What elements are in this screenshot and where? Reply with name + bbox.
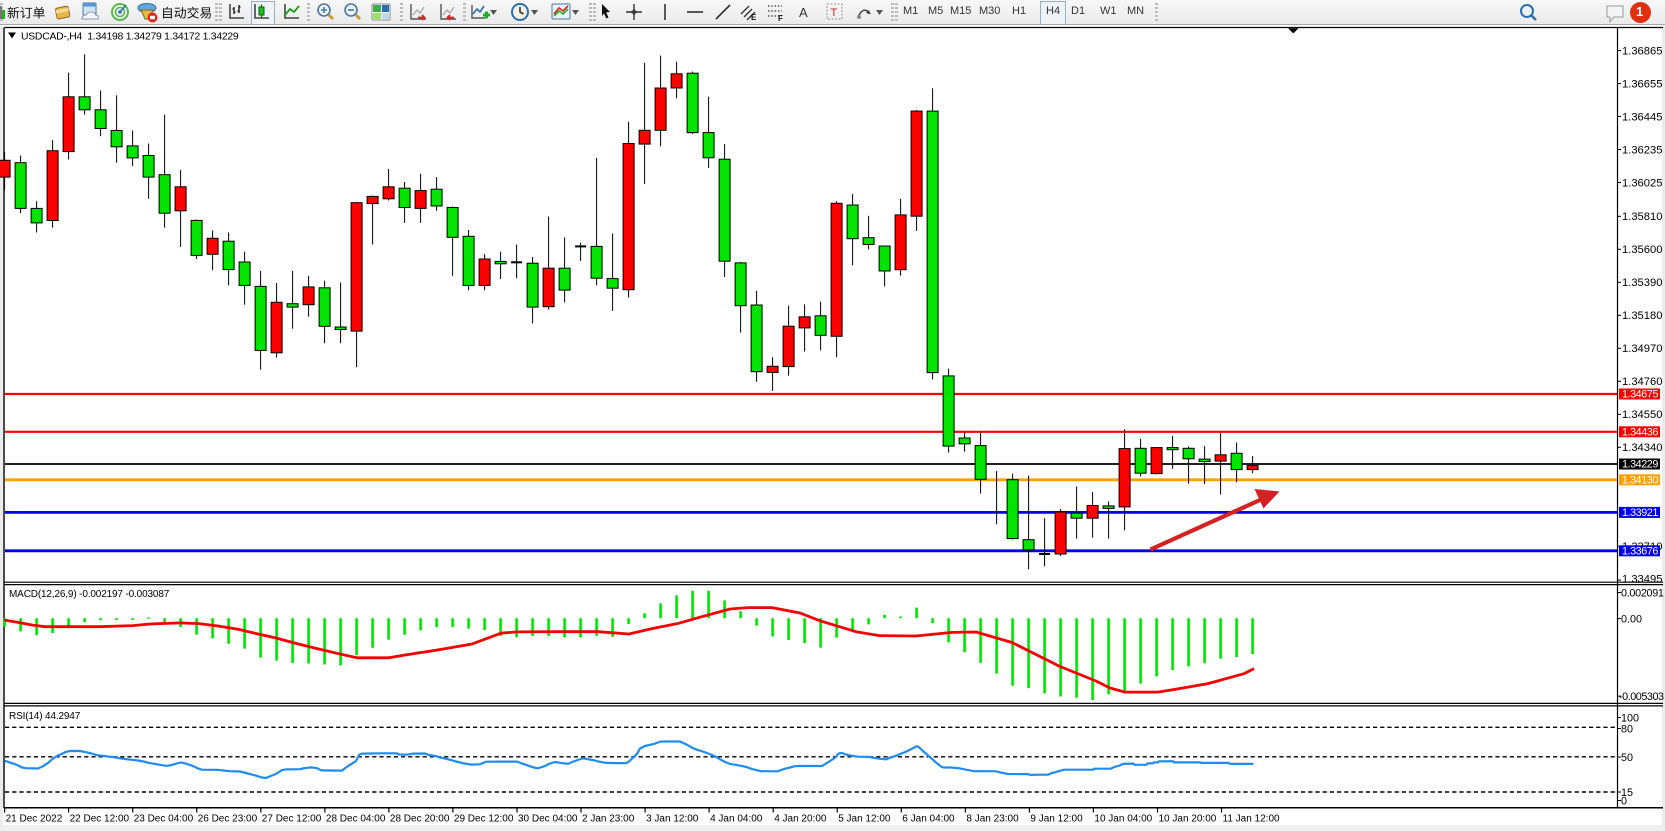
svg-text:1.35180: 1.35180 (1622, 310, 1662, 322)
svg-text:4 Jan 04:00: 4 Jan 04:00 (710, 814, 763, 825)
svg-text:22 Dec 12:00: 22 Dec 12:00 (70, 814, 130, 825)
svg-text:1.34340: 1.34340 (1622, 442, 1662, 454)
svg-text:E: E (751, 13, 757, 21)
svg-text:1.36025: 1.36025 (1622, 177, 1662, 189)
svg-text:0.002091: 0.002091 (1621, 587, 1664, 599)
svg-text:30 Dec 04:00: 30 Dec 04:00 (518, 814, 578, 825)
svg-text:26 Dec 23:00: 26 Dec 23:00 (198, 814, 258, 825)
svg-text:5 Jan 12:00: 5 Jan 12:00 (838, 814, 891, 825)
svg-text:1.36235: 1.36235 (1622, 144, 1662, 156)
svg-text:0.00: 0.00 (1621, 614, 1642, 626)
svg-text:27 Dec 12:00: 27 Dec 12:00 (262, 814, 322, 825)
svg-text:100: 100 (1621, 712, 1639, 724)
svg-text:1.34675: 1.34675 (1622, 389, 1658, 401)
svg-text:1.33676: 1.33676 (1622, 546, 1658, 558)
svg-text:1.34229: 1.34229 (1622, 459, 1658, 471)
svg-text:1.34550: 1.34550 (1622, 409, 1662, 421)
svg-text:11 Jan 12:00: 11 Jan 12:00 (1223, 814, 1281, 825)
svg-text:50: 50 (1621, 752, 1633, 764)
svg-text:15: 15 (1621, 787, 1633, 799)
svg-text:1.33921: 1.33921 (1622, 507, 1658, 519)
svg-text:1.33495: 1.33495 (1622, 573, 1662, 585)
svg-text:4 Jan 20:00: 4 Jan 20:00 (774, 814, 827, 825)
svg-text:10 Jan 20:00: 10 Jan 20:00 (1159, 814, 1217, 825)
svg-text:23 Dec 04:00: 23 Dec 04:00 (134, 814, 194, 825)
svg-text:F: F (778, 14, 783, 21)
svg-text:1.36865: 1.36865 (1622, 45, 1662, 57)
svg-text:10 Jan 04:00: 10 Jan 04:00 (1094, 814, 1152, 825)
svg-text:0: 0 (1621, 795, 1627, 807)
svg-text:1.36655: 1.36655 (1622, 78, 1662, 90)
svg-text:29 Dec 12:00: 29 Dec 12:00 (454, 814, 514, 825)
svg-text:USDCAD-,H4 1.34198 1.34279 1.: USDCAD-,H4 1.34198 1.34279 1.34172 1.342… (21, 32, 239, 43)
svg-text:21 Dec 2022: 21 Dec 2022 (6, 814, 63, 825)
svg-text:1.34130: 1.34130 (1622, 475, 1658, 487)
svg-text:1.35390: 1.35390 (1622, 277, 1662, 289)
svg-text:MACD(12,26,9) -0.002197 -0.003: MACD(12,26,9) -0.002197 -0.003087 (9, 589, 170, 600)
svg-text:2 Jan 23:00: 2 Jan 23:00 (582, 814, 635, 825)
svg-text:3 Jan 12:00: 3 Jan 12:00 (646, 814, 699, 825)
svg-text:-0.005303: -0.005303 (1619, 691, 1664, 703)
svg-text:28 Dec 20:00: 28 Dec 20:00 (390, 814, 450, 825)
svg-text:1.34436: 1.34436 (1622, 427, 1658, 439)
svg-text:1.35600: 1.35600 (1622, 244, 1662, 256)
svg-text:1.35810: 1.35810 (1622, 211, 1662, 223)
svg-text:RSI(14) 44.2947: RSI(14) 44.2947 (9, 711, 81, 722)
svg-text:80: 80 (1621, 723, 1633, 735)
svg-text:28 Dec 04:00: 28 Dec 04:00 (326, 814, 386, 825)
svg-text:T: T (831, 7, 838, 19)
svg-text:8 Jan 23:00: 8 Jan 23:00 (966, 814, 1019, 825)
svg-text:6 Jan 04:00: 6 Jan 04:00 (902, 814, 955, 825)
svg-text:1.34970: 1.34970 (1622, 343, 1662, 355)
svg-text:1.36445: 1.36445 (1622, 111, 1662, 123)
svg-text:1.34760: 1.34760 (1622, 376, 1662, 388)
svg-text:9 Jan 12:00: 9 Jan 12:00 (1030, 814, 1083, 825)
